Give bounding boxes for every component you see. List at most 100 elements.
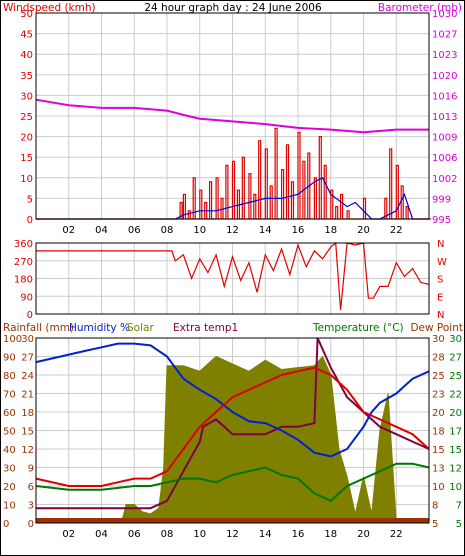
wind-x-tick-16: 16 [292,225,305,236]
series-solar [36,355,429,524]
temp-y-tick-rain-3: 3 [28,501,34,512]
wind-y-tick-15: 15 [20,153,33,164]
temp-y-tick-pct-30: 30 [3,464,16,475]
series-rainfall [36,518,429,523]
temp-x-tick-18: 18 [324,529,337,540]
temp-y-tick-dp-12: 12 [449,464,462,475]
dir-y-tick-360: 360 [14,239,33,250]
wind-x-tick-18: 18 [324,225,337,236]
temp-x-tick-16: 16 [292,529,305,540]
baro-y-tick-1013: 1013 [432,112,457,123]
wind-y-tick-50: 50 [20,9,33,20]
wind-plot-frame [35,12,430,220]
temp-y-tick-dp-5: 5 [456,519,462,530]
temp-y-tick-pct-40: 40 [3,445,16,456]
temp-y-tick-dp-30: 30 [449,334,462,345]
wind-y-tick-30: 30 [20,91,33,102]
wind-y-tick-35: 35 [20,71,33,82]
legend-rainfall-mm: Rainfall (mm) [3,322,74,334]
wind-x-tick-04: 04 [95,225,108,236]
temp-y-tick-rain-0: 0 [28,519,34,530]
temp-y-tick-rain-21: 21 [21,390,34,401]
chart-title: 24 hour graph day : 24 June 2006 [144,2,322,14]
baro-y-tick-1020: 1020 [432,71,457,82]
temp-y-tick-t-23: 23 [432,390,445,401]
dir-y-tick-0: 0 [27,310,33,321]
temp-y-tick-dp-7: 7 [456,501,462,512]
series-dew-point [35,462,430,502]
direction-plot-frame [35,242,430,315]
temp-y-tick-dp-17: 17 [449,427,462,438]
wind-y-tick-20: 20 [20,133,33,144]
temp-x-tick-02: 02 [62,529,75,540]
temp-x-tick-06: 06 [128,529,141,540]
temp-x-tick-22: 22 [390,529,403,540]
series-temperature-c [35,366,430,487]
temp-y-tick-t-13: 13 [432,464,445,475]
legend-extra-temp1: Extra temp1 [173,322,238,334]
temp-y-tick-t-25: 25 [432,371,445,382]
temp-y-tick-t-30: 30 [432,334,445,345]
wind-y-tick-45: 45 [20,30,33,41]
temp-y-tick-dp-10: 10 [449,482,462,493]
wind-y-tick-40: 40 [20,50,33,61]
series-windspeed [36,127,431,220]
baro-y-tick-1002: 1002 [432,174,457,185]
temp-x-tick-14: 14 [259,529,272,540]
temp-x-tick-08: 08 [161,529,174,540]
windspeed-axis-label: Windspeed (kmh) [3,2,96,14]
temp-y-tick-dp-22: 22 [449,390,462,401]
legend-temperature-c: Temperature (°C) [312,322,404,334]
temp-y-tick-pct-90: 90 [3,353,16,364]
dir-compass-W-3: W [437,257,447,268]
wind-x-tick-06: 06 [128,225,141,236]
baro-y-tick-1027: 1027 [432,30,457,41]
series-barometer [35,98,429,134]
wind-x-tick-20: 20 [357,225,370,236]
dir-compass-S-2: S [437,275,443,286]
temp-y-tick-pct-80: 80 [3,371,16,382]
dir-compass-E-1: E [437,292,443,303]
temp-y-tick-rain-18: 18 [21,408,34,419]
dir-y-tick-270: 270 [14,257,33,268]
wind-x-tick-02: 02 [62,225,75,236]
temp-x-tick-20: 20 [357,529,370,540]
dir-compass-N-0: N [437,310,444,321]
series-direction [36,241,430,311]
legend-dew-point: Dew Point [410,322,463,334]
temp-y-tick-pct-50: 50 [3,427,16,438]
baro-y-tick-1009: 1009 [432,133,457,144]
temp-y-tick-pct-60: 60 [3,408,16,419]
series-extra-temp1 [36,337,430,510]
baro-y-tick-1030: 1030 [432,9,457,20]
temp-y-tick-t-5: 5 [432,519,438,530]
wind-x-tick-22: 22 [390,225,403,236]
wind-x-tick-12: 12 [226,225,239,236]
temp-y-tick-pct-70: 70 [3,390,16,401]
wind-y-tick-25: 25 [20,112,33,123]
temp-x-tick-10: 10 [193,529,206,540]
wind-y-tick-5: 5 [27,194,33,205]
temp-y-tick-t-28: 28 [432,353,445,364]
temp-y-tick-rain-6: 6 [28,482,34,493]
wind-x-tick-08: 08 [161,225,174,236]
temp-y-tick-rain-27: 27 [21,353,34,364]
temp-y-tick-dp-15: 15 [449,445,462,456]
wind-x-tick-14: 14 [259,225,272,236]
wind-y-tick-0: 0 [27,215,33,226]
temp-y-tick-pct-20: 20 [3,482,16,493]
baro-y-tick-999: 999 [432,194,451,205]
dir-y-tick-180: 180 [14,275,33,286]
temp-y-tick-t-8: 8 [432,501,438,512]
temp-y-tick-pct-10: 10 [3,501,16,512]
temp-y-tick-pct-100: 100 [3,334,22,345]
temp-plot-frame [35,337,430,524]
baro-y-tick-1016: 1016 [432,91,457,102]
temp-y-tick-rain-12: 12 [21,445,34,456]
dir-compass-N-4: N [437,239,444,250]
baro-y-tick-995: 995 [432,215,451,226]
legend-humidity: Humidity % [69,322,130,334]
temp-y-tick-rain-9: 9 [28,464,34,475]
